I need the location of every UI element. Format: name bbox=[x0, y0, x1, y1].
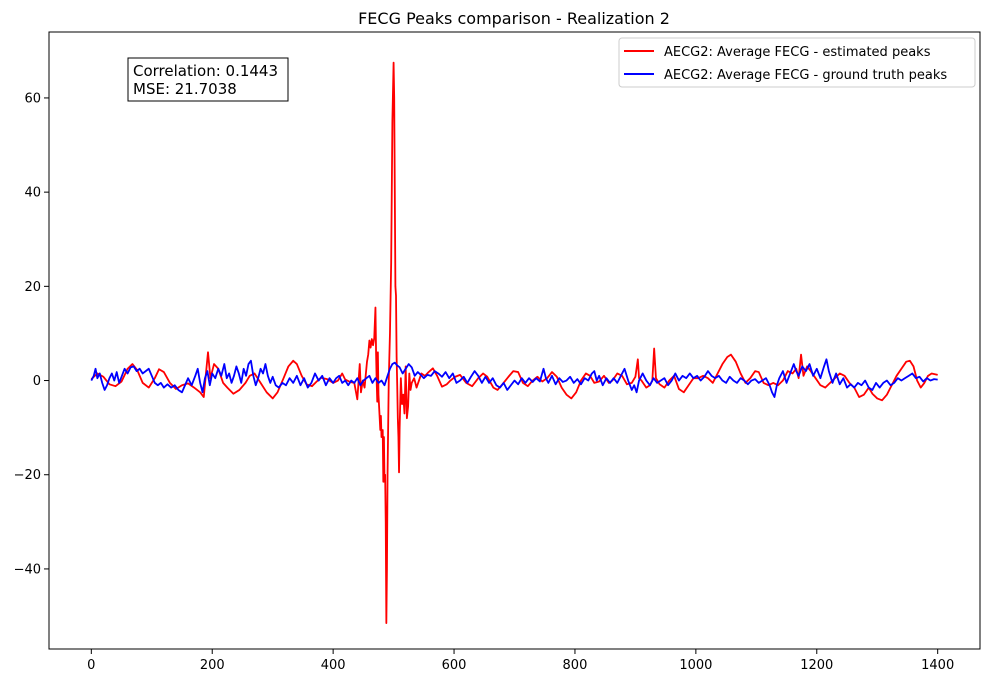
chart-title: FECG Peaks comparison - Realization 2 bbox=[358, 9, 670, 28]
annotation-box bbox=[127, 57, 289, 102]
x-tick-label: 1000 bbox=[679, 658, 712, 673]
x-axis: 0 200 400 600 800 1000 1200 1400 bbox=[87, 649, 954, 673]
series-line-estimated bbox=[90, 61, 938, 624]
legend-label-estimated: AECG2: Average FECG - estimated peaks bbox=[664, 45, 931, 60]
series-layer bbox=[90, 61, 938, 624]
stats-annotation: Correlation: 0.1443 MSE: 21.7038 bbox=[127, 57, 289, 102]
y-tick-label: 40 bbox=[24, 186, 41, 201]
x-tick-label: 0 bbox=[87, 658, 95, 673]
legend: AECG2: Average FECG - estimated peaks AE… bbox=[618, 37, 976, 88]
x-tick-label: 1200 bbox=[800, 658, 833, 673]
y-tick-label: 0 bbox=[33, 374, 41, 389]
x-tick-label: 400 bbox=[321, 658, 346, 673]
legend-box bbox=[618, 37, 976, 88]
x-tick-label: 800 bbox=[563, 658, 588, 673]
annotation-mse: MSE: 21.7038 bbox=[133, 80, 237, 98]
y-tick-label: 20 bbox=[24, 280, 41, 295]
legend-label-ground-truth: AECG2: Average FECG - ground truth peaks bbox=[664, 68, 947, 83]
y-tick-label: 60 bbox=[24, 91, 41, 106]
x-tick-label: 200 bbox=[200, 658, 225, 673]
plot-frame bbox=[48, 31, 981, 650]
x-tick-label: 600 bbox=[442, 658, 467, 673]
series-line-ground-truth bbox=[90, 358, 938, 398]
annotation-correlation: Correlation: 0.1443 bbox=[133, 62, 278, 80]
y-tick-label: −20 bbox=[14, 468, 41, 483]
y-axis: −40 −20 0 20 40 60 bbox=[14, 91, 49, 577]
y-tick-label: −40 bbox=[14, 562, 41, 577]
x-tick-label: 1400 bbox=[921, 658, 954, 673]
